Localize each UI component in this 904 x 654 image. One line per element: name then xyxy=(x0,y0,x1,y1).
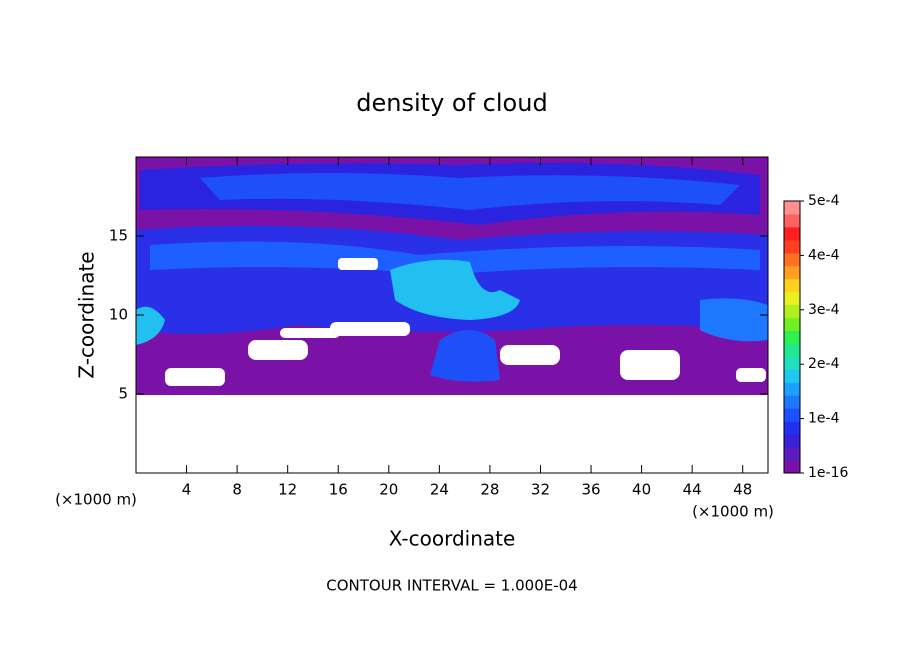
colorbar-band xyxy=(784,356,800,370)
x-tick-label: 32 xyxy=(531,481,550,499)
y-unit: (×1000 m) xyxy=(55,491,137,509)
y-tick-label: 10 xyxy=(109,306,128,324)
x-axis-label: X-coordinate xyxy=(389,527,516,551)
colorbar-tick-label: 5e-4 xyxy=(808,193,840,209)
colorbar-tick-label: 1e-4 xyxy=(808,411,840,427)
colorbar-band xyxy=(784,201,800,215)
colorbar-band xyxy=(784,291,800,306)
x-tick-label: 4 xyxy=(182,481,192,499)
colorbar-band xyxy=(784,369,800,383)
colorbar-band xyxy=(784,460,800,474)
colorbar-band xyxy=(784,239,800,254)
colorbar-tick-label: 2e-4 xyxy=(808,356,840,372)
cloud-field xyxy=(136,157,768,395)
y-tick-label: 15 xyxy=(109,227,128,245)
x-unit: (×1000 m) xyxy=(692,503,774,521)
colorbar-band xyxy=(784,343,800,357)
colorbar-band xyxy=(784,434,800,448)
colorbar-band xyxy=(784,421,800,435)
colorbar-band xyxy=(784,395,800,409)
colorbar-band xyxy=(784,304,800,319)
colorbar-tick-label: 3e-4 xyxy=(808,302,840,318)
colorbar-band xyxy=(784,265,800,280)
x-tick-label: 16 xyxy=(329,481,348,499)
x-tick-label: 28 xyxy=(480,481,499,499)
y-axis-label: Z-coordinate xyxy=(75,251,99,378)
chart-title: density of cloud xyxy=(356,89,547,117)
colorbar-band xyxy=(784,252,800,267)
x-tick-label: 12 xyxy=(278,481,297,499)
x-tick-label: 48 xyxy=(733,481,752,499)
x-tick-label: 8 xyxy=(232,481,242,499)
colorbar-band xyxy=(784,317,800,332)
colorbar-band xyxy=(784,447,800,461)
x-tick-label: 40 xyxy=(632,481,651,499)
x-tick-label: 20 xyxy=(379,481,398,499)
x-tick-label: 24 xyxy=(430,481,449,499)
colorbar-tick-label: 4e-4 xyxy=(808,247,840,263)
colorbar-band xyxy=(784,382,800,396)
colorbar-band xyxy=(784,408,800,422)
colorbar-tick-label: 1e-16 xyxy=(808,465,848,481)
colorbar-band xyxy=(784,213,800,228)
colorbar-band xyxy=(784,330,800,344)
colorbar-frame xyxy=(783,200,801,474)
x-tick-label: 44 xyxy=(683,481,702,499)
colorbar-band xyxy=(784,278,800,293)
y-tick-label: 5 xyxy=(118,385,128,403)
x-tick-label: 36 xyxy=(581,481,600,499)
colorbar-band xyxy=(784,226,800,241)
footer: CONTOUR INTERVAL = 1.000E-04 xyxy=(326,577,577,595)
